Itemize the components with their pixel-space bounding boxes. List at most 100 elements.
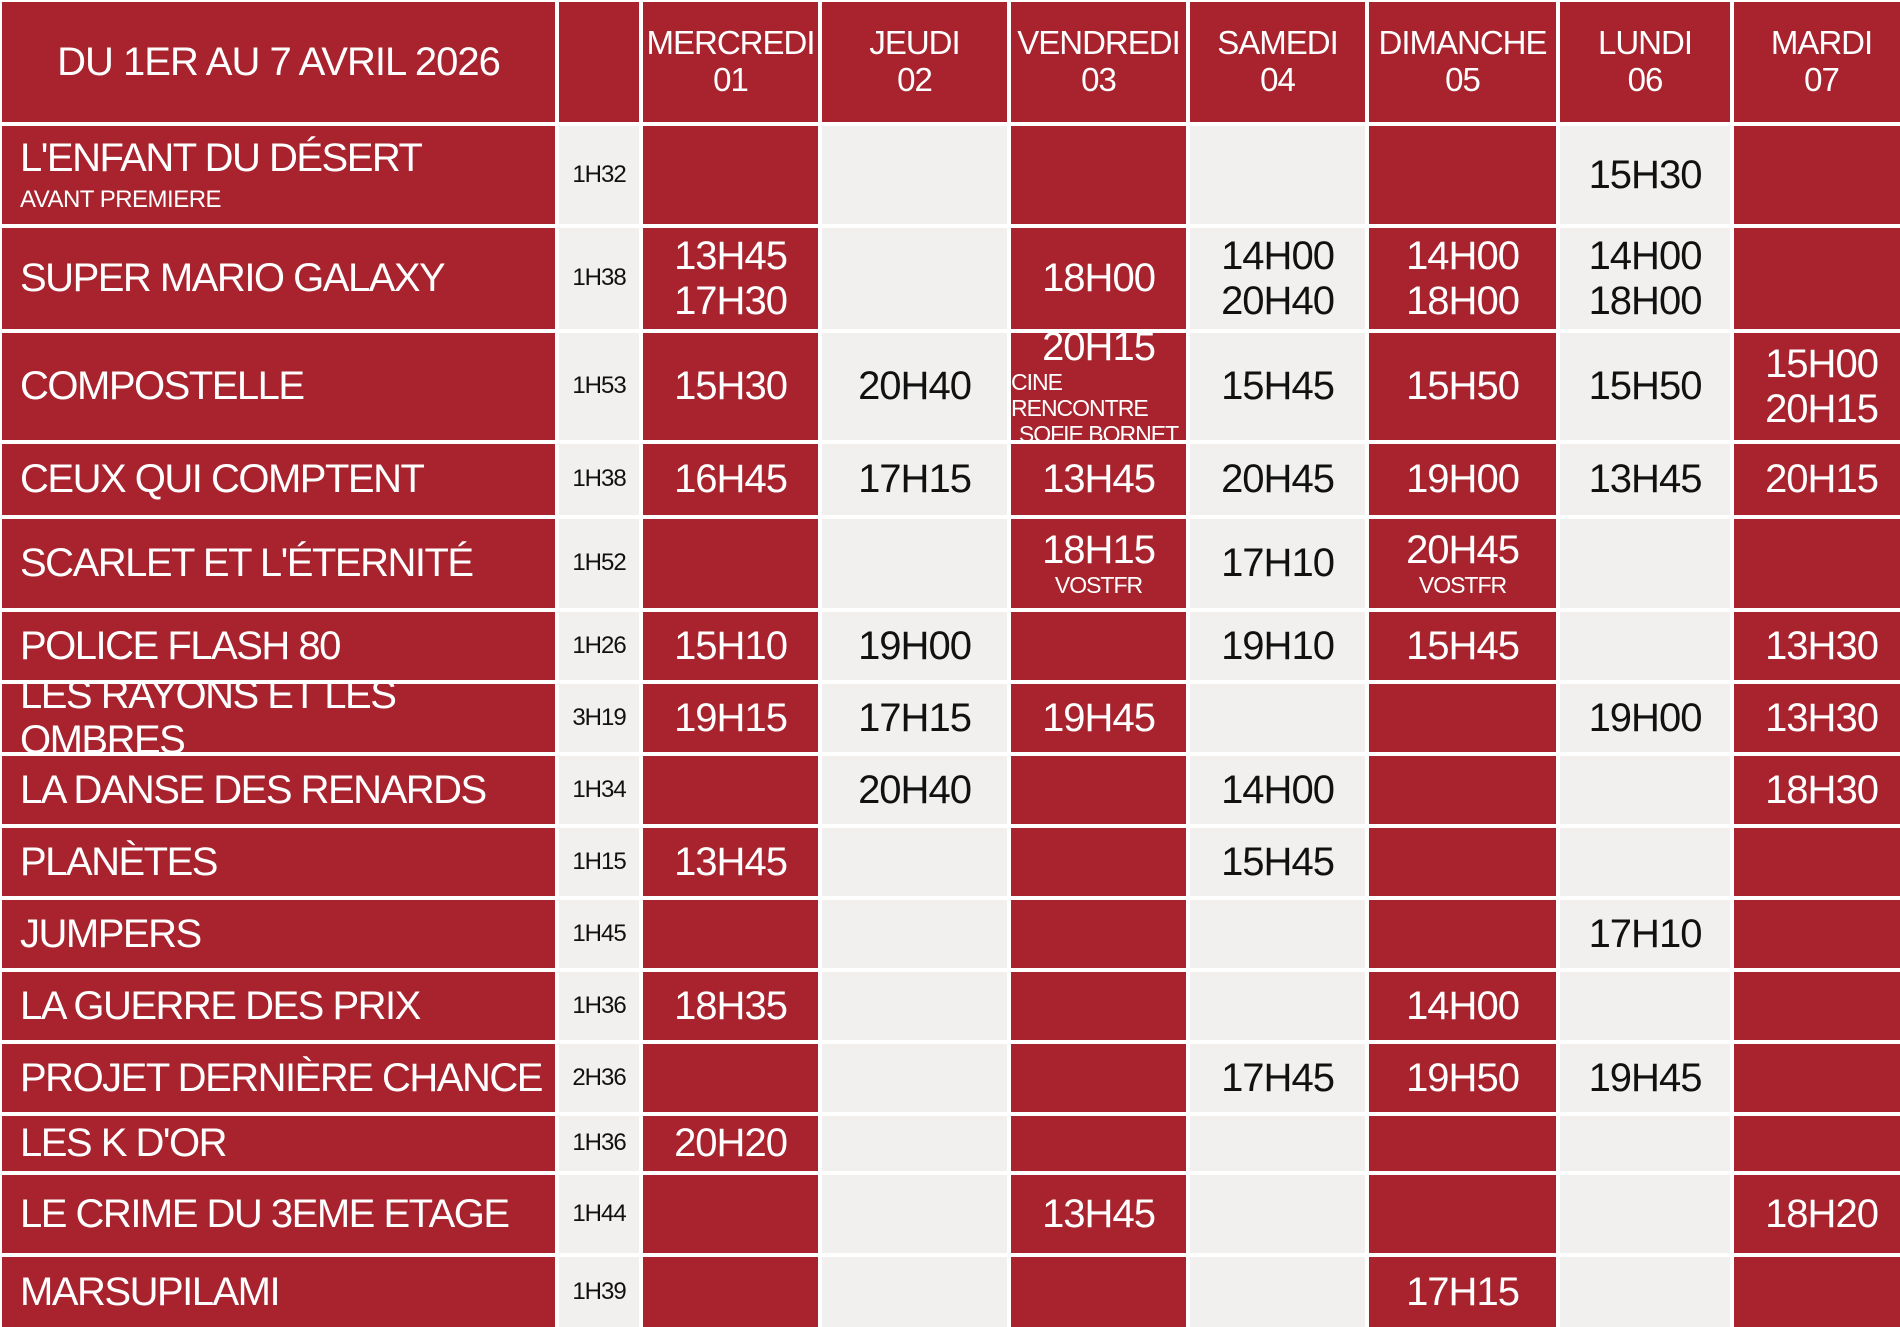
showtime-cell	[643, 1257, 818, 1327]
showtime: 17H10	[1221, 541, 1335, 586]
showtime-cell: 15H30	[1560, 126, 1730, 224]
movie-title-cell: PLANÈTES	[2, 828, 555, 896]
showtime-cell	[1011, 756, 1186, 824]
showtime-cell: 15H30	[643, 333, 818, 440]
showtime-cell: 20H20	[643, 1116, 818, 1171]
showtime-cell: 13H45	[1560, 444, 1730, 515]
day-name: MERCREDI	[646, 24, 815, 62]
showtime-cell	[1011, 1044, 1186, 1112]
showtime: 19H45	[1588, 1055, 1703, 1100]
movie-title: SCARLET ET L'ÉTERNITÉ	[20, 541, 474, 586]
showtime-cell	[643, 1044, 818, 1112]
showtime-cell: 20H45	[1190, 444, 1365, 515]
showtime-cell	[1560, 519, 1730, 608]
movie-title-cell: LE CRIME DU 3EME ETAGE	[2, 1175, 555, 1253]
showtime-cell	[1011, 612, 1186, 680]
showtime-cell	[1190, 126, 1365, 224]
day-name: JEUDI	[869, 24, 960, 62]
movie-duration: 1H15	[559, 828, 639, 896]
showtime-cell	[822, 828, 1007, 896]
showtime: 20H15	[1042, 333, 1156, 370]
showtime: 15H30	[674, 364, 788, 409]
header-blank	[559, 2, 639, 122]
showtime-cell	[1190, 900, 1365, 968]
showtime-cell	[822, 900, 1007, 968]
showtime-cell: 14H00 18H00	[1560, 228, 1730, 329]
showtime-cell	[1734, 228, 1900, 329]
showtime-cell	[1369, 1116, 1556, 1171]
day-name: VENDREDI	[1017, 24, 1181, 62]
showtime-cell: 14H00 20H40	[1190, 228, 1365, 329]
showtime: 14H00	[1221, 233, 1335, 278]
movie-title: MARSUPILAMI	[20, 1269, 281, 1314]
showtime-cell: 13H30	[1734, 684, 1900, 752]
showtime-cell: 20H15	[1734, 444, 1900, 515]
showtime: 13H45	[1042, 457, 1156, 502]
showtime: 16H45	[674, 457, 788, 502]
showtime: 17H10	[1588, 911, 1703, 956]
movie-title-cell: CEUX QUI COMPTENT	[2, 444, 555, 515]
showtime-note: CINE RENCONTRE	[1011, 369, 1149, 422]
showtime: 20H40	[858, 767, 972, 812]
movie-title-cell: SCARLET ET L'ÉTERNITÉ	[2, 519, 555, 608]
movie-subtitle: AVANT PREMIERE	[20, 185, 222, 213]
showtime-cell	[822, 1175, 1007, 1253]
showtime-cell	[1369, 756, 1556, 824]
showtime-cell: 15H50	[1369, 333, 1556, 440]
day-header: SAMEDI 04	[1190, 2, 1365, 122]
day-date: 04	[1260, 61, 1296, 98]
showtime-cell: 20H40	[822, 756, 1007, 824]
movie-duration: 1H26	[559, 612, 639, 680]
movie-duration: 1H32	[559, 126, 639, 224]
showtime-cell	[822, 1257, 1007, 1327]
showtime: 17H15	[858, 695, 972, 740]
showtime: 20H45	[1221, 457, 1335, 502]
movie-duration: 1H52	[559, 519, 639, 608]
showtime-cell	[1734, 1044, 1900, 1112]
showtime: 13H30	[1765, 623, 1879, 668]
showtime-cell: 20H40	[822, 333, 1007, 440]
showtime-cell	[1734, 828, 1900, 896]
showtime-cell: 20H15 CINE RENCONTRE SOFIE BORNET	[1011, 333, 1186, 440]
showtime: 13H45	[1042, 1191, 1156, 1236]
showtime: 14H00	[1588, 233, 1703, 278]
showtime-cell	[1369, 126, 1556, 224]
movie-duration: 1H36	[559, 1116, 639, 1171]
day-date: 07	[1804, 61, 1840, 98]
movie-duration: 1H34	[559, 756, 639, 824]
movie-title: CEUX QUI COMPTENT	[20, 457, 425, 502]
showtime-cell	[1560, 1175, 1730, 1253]
showtime-cell	[822, 972, 1007, 1040]
movie-duration: 3H19	[559, 684, 639, 752]
movie-title-cell: MARSUPILAMI	[2, 1257, 555, 1327]
movie-title: JUMPERS	[20, 911, 202, 956]
showtime: 17H30	[674, 278, 788, 323]
showtime-note: SOFIE BORNET	[1018, 420, 1179, 440]
showtime-cell: 17H10	[1560, 900, 1730, 968]
showtime: 18H35	[674, 983, 788, 1028]
showtime-cell	[1011, 900, 1186, 968]
day-header: DIMANCHE 05	[1369, 2, 1556, 122]
showtime: 18H00	[1406, 278, 1520, 323]
showtime: 20H45	[1406, 528, 1520, 573]
showtime: 15H00	[1765, 341, 1879, 386]
showtime-cell	[1734, 126, 1900, 224]
showtime-cell: 14H00	[1369, 972, 1556, 1040]
day-date: 02	[897, 61, 933, 98]
movie-title-cell: LA GUERRE DES PRIX	[2, 972, 555, 1040]
movie-title-cell: JUMPERS	[2, 900, 555, 968]
showtime: 18H15	[1042, 528, 1156, 573]
showtime-cell: 18H30	[1734, 756, 1900, 824]
movie-duration: 1H44	[559, 1175, 639, 1253]
showtime-cell	[643, 126, 818, 224]
showtime-cell: 18H00	[1011, 228, 1186, 329]
showtime-cell: 15H45	[1369, 612, 1556, 680]
day-name: MARDI	[1770, 24, 1873, 62]
showtime-cell	[1734, 519, 1900, 608]
movie-duration: 1H38	[559, 228, 639, 329]
day-header: VENDREDI 03	[1011, 2, 1186, 122]
showtime-note: VOSTFR	[1054, 572, 1143, 599]
movie-title: LES RAYONS ET LES OMBRES	[20, 684, 397, 752]
movie-title: LA GUERRE DES PRIX	[20, 983, 421, 1028]
